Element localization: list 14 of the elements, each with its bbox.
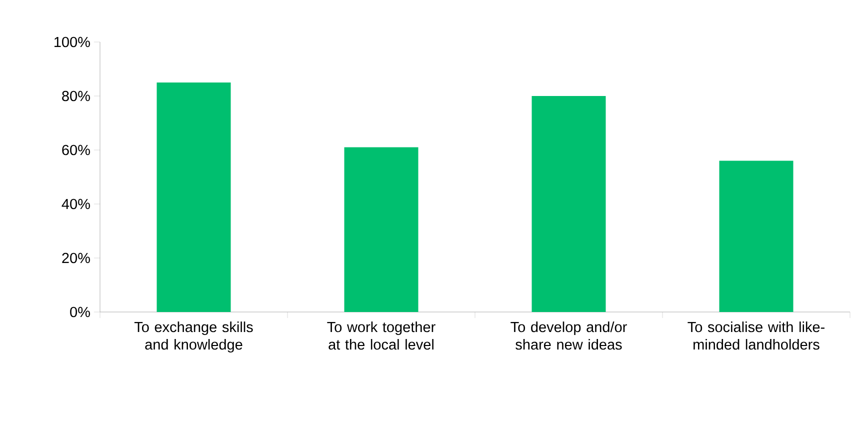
x-tick-label: To work together at the local level — [327, 322, 436, 350]
x-tick-label: To develop and/or share new ideas — [510, 322, 627, 350]
y-tick-label: 40% — [62, 198, 90, 210]
bar — [344, 147, 418, 312]
y-tick-label: 100% — [54, 36, 90, 48]
bar — [719, 160, 794, 312]
x-tick-label: To socialise with like-minded landholders — [688, 322, 824, 350]
bar — [532, 96, 606, 312]
y-tick-label: 0% — [70, 306, 90, 318]
x-tick-label: To exchange skills and knowledge — [134, 322, 253, 353]
y-tick-label: 80% — [62, 90, 90, 102]
y-tick-label: 20% — [62, 252, 90, 264]
bar — [156, 82, 231, 312]
y-tick-label: 60% — [62, 144, 90, 156]
